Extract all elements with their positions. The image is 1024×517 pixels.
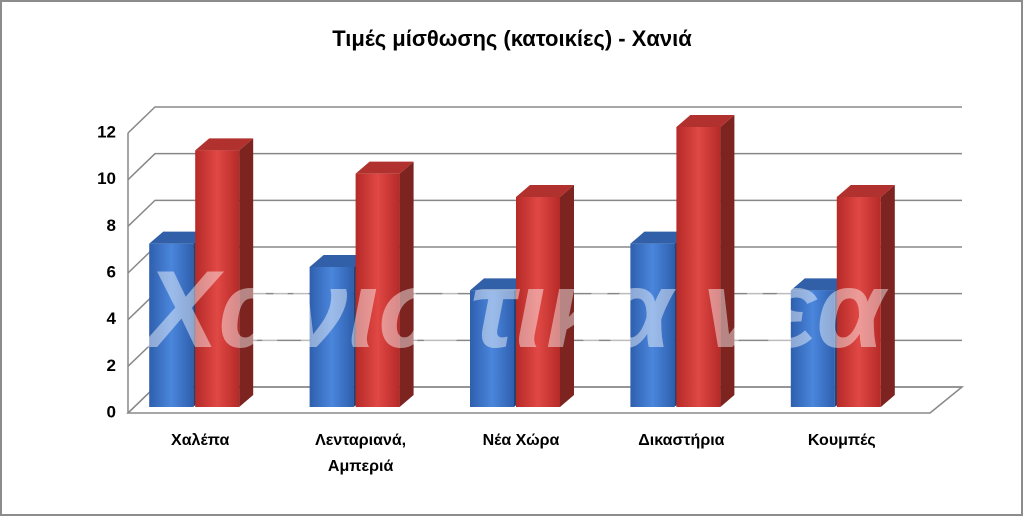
bar-front <box>516 197 560 407</box>
bar-top <box>470 278 528 291</box>
bar-front <box>836 197 881 407</box>
bar-side <box>880 185 895 407</box>
y-tick-label: 0 <box>107 402 116 421</box>
bar-top <box>790 278 849 291</box>
y-tick-label: 2 <box>107 356 116 375</box>
bar-front <box>309 267 354 407</box>
bar-front <box>676 127 721 407</box>
y-tick-label: 10 <box>97 169 116 188</box>
bar-top <box>516 185 574 197</box>
x-tick-label: Λενταριανά, Αμπεριά <box>315 432 407 475</box>
y-tick-label: 12 <box>97 122 116 141</box>
bar <box>355 161 414 407</box>
bar-side <box>399 161 414 407</box>
y-tick-label: 4 <box>107 309 117 328</box>
y-tick-label: 6 <box>107 262 116 281</box>
bar-top <box>630 231 689 244</box>
bar <box>836 185 895 407</box>
y-tick-label: 8 <box>107 216 116 235</box>
grid-line <box>127 106 962 134</box>
bar <box>790 278 849 407</box>
bar-top <box>149 231 208 244</box>
bar-top <box>195 138 254 151</box>
bar-side <box>560 185 574 407</box>
chart-title: Τιμές μίσθωσης (κατοικίες) - Χανιά <box>332 26 692 51</box>
bar <box>676 115 735 407</box>
x-tick-label: Δικαστήρια <box>638 432 725 449</box>
bar-front <box>149 243 194 407</box>
bar-front <box>790 290 835 407</box>
bar-top <box>676 115 735 127</box>
x-tick-label: Χαλέπα <box>171 432 230 449</box>
bar-top <box>836 185 895 197</box>
bar-side <box>720 115 735 407</box>
bar-front <box>470 290 514 407</box>
bar-side <box>239 138 254 408</box>
x-tick-label: Κουμπές <box>807 432 876 449</box>
bar-top <box>309 255 368 267</box>
watermark: Χανιώτικα νέα <box>139 248 889 371</box>
bar <box>195 138 254 408</box>
bar-front <box>630 243 675 407</box>
bar-front <box>195 150 240 408</box>
bar <box>516 185 574 407</box>
bar-front <box>355 173 400 407</box>
bar-top <box>355 161 414 174</box>
x-tick-label: Νέα Χώρα <box>482 432 560 449</box>
